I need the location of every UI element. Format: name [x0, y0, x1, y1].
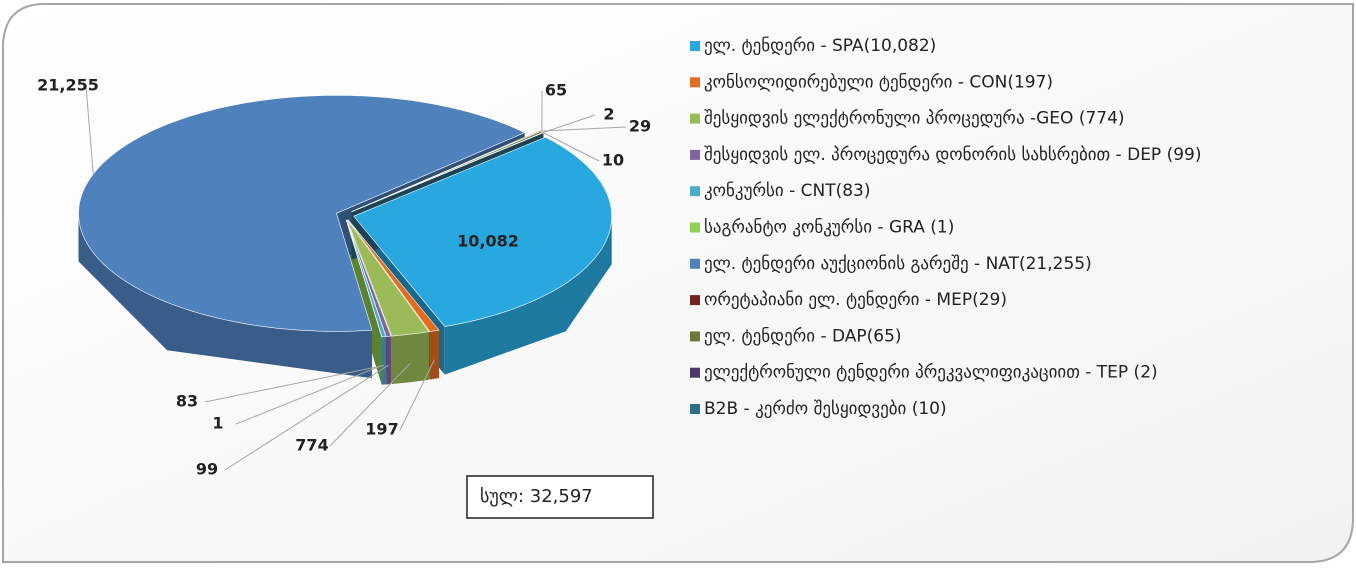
data-label: 197	[365, 420, 398, 439]
legend-swatch	[690, 259, 700, 269]
legend-swatch	[690, 331, 700, 341]
data-label: 29	[629, 117, 651, 136]
legend-label: ელ. ტენდერი აუქციონის გარეშე - NAT(21,25…	[704, 254, 1092, 274]
pie	[79, 95, 612, 384]
legend-label: ელ. ტენდერი - DAP(65)	[704, 326, 902, 346]
legend-label: საგრანტო კონკურსი - GRA (1)	[704, 218, 954, 238]
legend-label: B2B - კერძო შესყიდვები (10)	[704, 399, 947, 419]
data-label: 1	[212, 414, 223, 433]
legend-swatch	[690, 186, 700, 196]
data-label: 83	[176, 392, 198, 411]
slice-side	[430, 330, 439, 380]
data-label: 65	[545, 81, 567, 100]
legend-label: კონკურსი - CNT(83)	[704, 181, 871, 201]
legend-swatch	[690, 368, 700, 378]
legend-swatch	[690, 77, 700, 87]
data-label: 2	[603, 105, 614, 124]
legend-swatch	[690, 295, 700, 305]
data-label: 774	[295, 436, 328, 455]
legend-swatch	[690, 223, 700, 233]
legend-swatch	[690, 114, 700, 124]
slice-side	[382, 337, 386, 385]
data-label: 21,255	[37, 76, 99, 95]
legend-swatch	[690, 404, 700, 414]
total-label: სულ: 32,597	[480, 486, 593, 507]
legend-swatch	[690, 150, 700, 160]
legend-label: ორეტაპიანი ელ. ტენდერი - MEP(29)	[704, 290, 1007, 310]
legend-label: შესყიდვის ელექტრონული პროცედურა -GEO (77…	[704, 109, 1125, 129]
legend-swatch	[690, 41, 700, 51]
data-label: 99	[196, 460, 218, 479]
data-label: 10,082	[457, 232, 519, 251]
legend-label: შესყიდვის ელ. პროცედურა დონორის სახსრები…	[704, 145, 1201, 165]
legend-label: კონსოლიდირებული ტენდერი - CON(197)	[704, 72, 1053, 92]
data-label: 10	[602, 151, 624, 170]
legend-label: ელ. ტენდერი - SPA(10,082)	[704, 36, 936, 56]
slice-side	[386, 336, 391, 384]
legend-label: ელექტრონული ტენდერი პრეკვალიფიკაციით - T…	[704, 363, 1158, 383]
